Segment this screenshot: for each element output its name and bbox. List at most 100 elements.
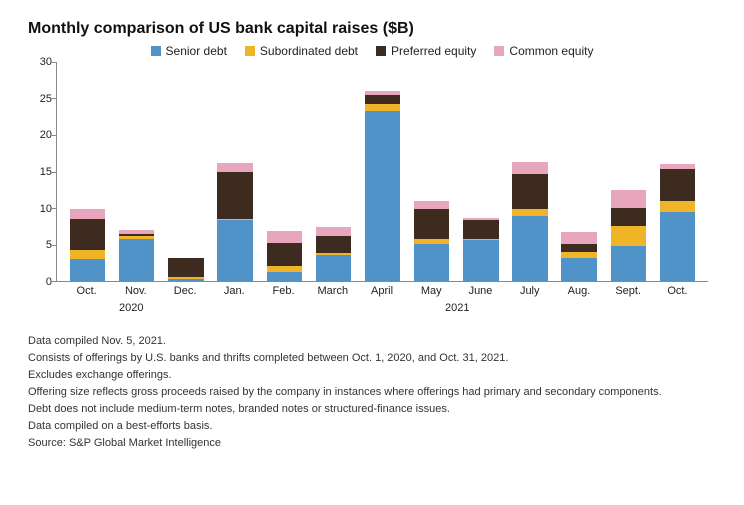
bar-segment-senior-debt [267,272,302,281]
footnote-line: Source: S&P Global Market Intelligence [28,436,716,452]
y-tick-mark [52,208,57,209]
stacked-bar [316,62,351,281]
x-tick-label: March [308,282,357,302]
stacked-bar [561,62,596,281]
bar-slot [555,62,604,281]
bar-segment-common-equity [561,232,596,244]
bar-segment-senior-debt [561,258,596,281]
chart-legend: Senior debt Subordinated debt Preferred eq… [28,44,716,58]
bar-segment-preferred-equity [316,236,351,254]
bar-segment-senior-debt [119,239,154,281]
bar-segment-common-equity [70,209,105,218]
bar-segment-senior-debt [463,240,498,281]
x-tick-label: Jan. [210,282,259,302]
y-tick-mark [52,98,57,99]
bar-slot [358,62,407,281]
legend-swatch [494,46,504,56]
x-tick-label: June [456,282,505,302]
bar-slot [161,62,210,281]
legend-swatch [376,46,386,56]
x-tick-label: Nov. [111,282,160,302]
legend-label: Preferred equity [391,44,476,58]
legend-item: Common equity [494,44,593,58]
y-tick-mark [52,62,57,63]
bar-segment-common-equity [217,163,252,172]
stacked-bar [168,62,203,281]
legend-swatch [151,46,161,56]
stacked-bar [217,62,252,281]
x-tick-label: Aug. [554,282,603,302]
x-tick-label: Oct. [653,282,702,302]
bar-segment-common-equity [414,201,449,208]
bars-container [57,62,708,281]
bar-slot [112,62,161,281]
bar-segment-preferred-equity [168,258,203,277]
footnotes: Data compiled Nov. 5, 2021.Consists of o… [28,334,716,452]
bar-segment-common-equity [512,162,547,174]
x-axis-labels: Oct.Nov.Dec.Jan.Feb.MarchAprilMayJuneJul… [56,282,708,302]
stacked-bar [365,62,400,281]
stacked-bar [414,62,449,281]
bar-slot [309,62,358,281]
bar-segment-senior-debt [365,111,400,281]
footnote-line: Offering size reflects gross proceeds ra… [28,385,716,401]
stacked-bar [512,62,547,281]
bar-segment-senior-debt [168,279,203,281]
stacked-bar [119,62,154,281]
bar-segment-preferred-equity [217,172,252,219]
bar-segment-preferred-equity [414,209,449,240]
x-tick-label: Oct. [62,282,111,302]
x-tick-label: April [357,282,406,302]
y-tick-label: 25 [40,93,52,105]
bar-segment-preferred-equity [365,95,400,104]
bar-segment-preferred-equity [70,219,105,250]
bar-segment-senior-debt [660,212,695,281]
bar-slot [505,62,554,281]
footnote-line: Consists of offerings by U.S. banks and … [28,351,716,367]
footnote-line: Debt does not include medium-term notes,… [28,402,716,418]
bar-slot [604,62,653,281]
x-axis-year-groups: 20202021 [56,302,708,320]
bar-slot [260,62,309,281]
bar-segment-preferred-equity [463,220,498,238]
bar-segment-senior-debt [414,244,449,281]
x-tick-label: Dec. [160,282,209,302]
y-tick-label: 30 [40,56,52,68]
y-tick-label: 15 [40,166,52,178]
stacked-bar [463,62,498,281]
legend-label: Common equity [509,44,593,58]
y-tick-label: 0 [46,276,52,288]
x-tick-label: Sept. [604,282,653,302]
bar-segment-senior-debt [611,246,646,281]
legend-label: Subordinated debt [260,44,358,58]
bar-segment-senior-debt [70,259,105,281]
bar-segment-subordinated-debt [70,250,105,259]
legend-label: Senior debt [166,44,227,58]
y-tick-mark [52,135,57,136]
footnote-line: Data compiled on a best-efforts basis. [28,419,716,435]
y-tick-mark [52,245,57,246]
bar-segment-subordinated-debt [660,201,695,212]
bar-segment-senior-debt [512,216,547,281]
footnote-line: Excludes exchange offerings. [28,368,716,384]
y-tick-mark [52,172,57,173]
year-group-label: 2020 [56,302,206,314]
legend-item: Preferred equity [376,44,476,58]
x-tick-label: Feb. [259,282,308,302]
y-tick-label: 20 [40,129,52,141]
year-group-label: 2021 [206,302,708,314]
chart-title: Monthly comparison of US bank capital ra… [28,20,716,38]
bar-segment-preferred-equity [660,169,695,201]
bar-segment-subordinated-debt [611,226,646,246]
stacked-bar [660,62,695,281]
bar-segment-preferred-equity [267,243,302,266]
y-tick-label: 10 [40,203,52,215]
bar-segment-preferred-equity [561,244,596,252]
stacked-bar [611,62,646,281]
legend-item: Senior debt [151,44,227,58]
legend-swatch [245,46,255,56]
bar-segment-senior-debt [316,255,351,281]
bar-segment-common-equity [267,231,302,243]
plot-area [56,62,708,282]
stacked-bar [267,62,302,281]
